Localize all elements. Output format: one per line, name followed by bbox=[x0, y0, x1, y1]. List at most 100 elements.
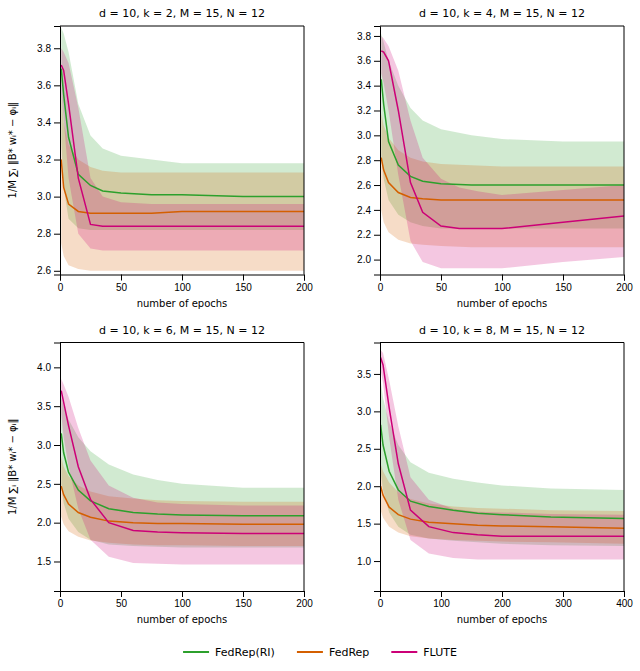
y-tick-label: 3.0 bbox=[357, 406, 371, 417]
x-axis-line bbox=[381, 592, 625, 598]
figure: 0501001502002.62.83.03.23.43.63.8d = 10,… bbox=[0, 0, 640, 671]
y-tick-label: 2.0 bbox=[37, 517, 51, 528]
y-tick-mark bbox=[54, 484, 60, 485]
y-tick: 3.0 bbox=[357, 406, 380, 417]
frame bbox=[624, 343, 625, 592]
y-tick-mark bbox=[374, 210, 380, 211]
y-tick-label: 1.5 bbox=[37, 556, 51, 567]
line bbox=[61, 486, 304, 524]
y-tick: 3.4 bbox=[37, 117, 60, 128]
x-tick-label: 200 bbox=[296, 598, 313, 609]
x-tick-label: 100 bbox=[494, 282, 511, 293]
x-axis-title: number of epochs bbox=[137, 298, 228, 309]
x-tick-label: 100 bbox=[433, 598, 450, 609]
y-tick-label: 2.6 bbox=[37, 265, 51, 276]
x-tick-mark bbox=[182, 591, 183, 597]
line bbox=[381, 357, 624, 536]
y-tick-mark bbox=[374, 135, 380, 136]
frame bbox=[304, 343, 305, 592]
x-axis-title: number of epochs bbox=[457, 614, 548, 625]
y-tick: 4.0 bbox=[37, 362, 60, 373]
x-tick: 50 bbox=[116, 275, 128, 293]
x-tick: 150 bbox=[235, 591, 252, 609]
x-axis: 0100200300400 bbox=[378, 591, 634, 609]
x-tick-mark bbox=[121, 275, 122, 281]
y-tick: 3.6 bbox=[37, 80, 60, 91]
frame bbox=[380, 26, 624, 27]
y-tick-label: 3.6 bbox=[37, 80, 51, 91]
line bbox=[61, 160, 304, 214]
plot-area bbox=[381, 350, 624, 560]
plot-area bbox=[381, 33, 624, 268]
x-tick: 100 bbox=[433, 591, 450, 609]
x-axis: 050100150200 bbox=[58, 275, 314, 293]
x-tick-label: 150 bbox=[235, 282, 252, 293]
y-tick-mark bbox=[374, 524, 380, 525]
y-tick: 2.5 bbox=[37, 479, 60, 490]
y-tick-label: 2.5 bbox=[37, 479, 51, 490]
x-tick-mark bbox=[121, 591, 122, 597]
y-axis-title: 1/M ∑ᵢ ‖B* wᵢ* − φᵢ‖ bbox=[7, 102, 19, 198]
line bbox=[61, 69, 304, 197]
x-tick: 50 bbox=[436, 275, 448, 293]
y-tick: 2.4 bbox=[357, 205, 380, 216]
x-axis-line bbox=[381, 275, 625, 281]
y-tick-mark bbox=[54, 85, 60, 86]
x-tick: 150 bbox=[235, 275, 252, 293]
y-tick-label: 2.0 bbox=[357, 254, 371, 265]
x-axis-line bbox=[61, 592, 305, 598]
plot-area bbox=[61, 379, 304, 565]
line bbox=[381, 51, 624, 229]
y-tick-mark bbox=[54, 445, 60, 446]
subplot: 0501001502002.62.83.03.23.43.63.8d = 10,… bbox=[7, 7, 313, 309]
y-tick-mark bbox=[374, 86, 380, 87]
legend: FedRep(RI) FedRep FLUTE bbox=[183, 646, 457, 659]
title: d = 10, k = 8, M = 15, N = 12 bbox=[419, 324, 585, 337]
y-tick-label: 3.0 bbox=[37, 440, 51, 451]
y-tick-label: 3.2 bbox=[37, 154, 51, 165]
x-tick-mark bbox=[563, 591, 564, 597]
y-tick-label: 1.5 bbox=[357, 518, 371, 529]
y-tick: 3.5 bbox=[357, 369, 380, 380]
legend-label: FedRep bbox=[329, 646, 369, 659]
x-tick: 200 bbox=[296, 275, 313, 293]
x-tick-label: 50 bbox=[116, 282, 128, 293]
y-tick-mark bbox=[374, 260, 380, 261]
y-tick: 2.0 bbox=[37, 517, 60, 528]
y-tick-label: 2.6 bbox=[357, 180, 371, 191]
y-tick-label: 4.0 bbox=[37, 362, 51, 373]
x-tick-mark bbox=[502, 591, 503, 597]
legend-item: FLUTE bbox=[391, 646, 457, 659]
y-tick-mark bbox=[374, 160, 380, 161]
x-tick-mark bbox=[441, 275, 442, 281]
line bbox=[61, 433, 304, 515]
title: d = 10, k = 6, M = 15, N = 12 bbox=[99, 324, 265, 337]
legend-item: FedRep(RI) bbox=[183, 646, 275, 659]
x-tick: 0 bbox=[378, 275, 384, 293]
y-tick: 2.5 bbox=[357, 443, 380, 454]
x-tick-label: 200 bbox=[494, 598, 511, 609]
line bbox=[381, 79, 624, 185]
frame bbox=[60, 26, 304, 27]
y-tick-label: 3.4 bbox=[357, 80, 371, 91]
y-tick: 2.0 bbox=[357, 481, 380, 492]
x-tick-mark bbox=[624, 591, 625, 597]
y-tick-mark bbox=[374, 449, 380, 450]
band bbox=[61, 379, 304, 565]
y-tick-label: 2.2 bbox=[357, 229, 371, 240]
y-tick: 3.4 bbox=[357, 80, 380, 91]
x-tick-mark bbox=[182, 275, 183, 281]
y-tick-mark bbox=[54, 406, 60, 407]
subplot: 01002003004001.01.52.02.53.03.5d = 10, k… bbox=[357, 324, 633, 626]
y-tick: 1.5 bbox=[37, 556, 60, 567]
y-tick-mark bbox=[54, 271, 60, 272]
x-tick-label: 50 bbox=[436, 282, 448, 293]
y-tick-label: 3.4 bbox=[37, 117, 51, 128]
y-tick-mark bbox=[374, 36, 380, 37]
plot-area bbox=[61, 28, 304, 271]
y-tick: 3.2 bbox=[357, 105, 380, 116]
y-tick-mark bbox=[54, 561, 60, 562]
y-axis-line bbox=[374, 27, 381, 276]
y-tick-mark bbox=[54, 160, 60, 161]
y-tick: 1.5 bbox=[357, 518, 380, 529]
